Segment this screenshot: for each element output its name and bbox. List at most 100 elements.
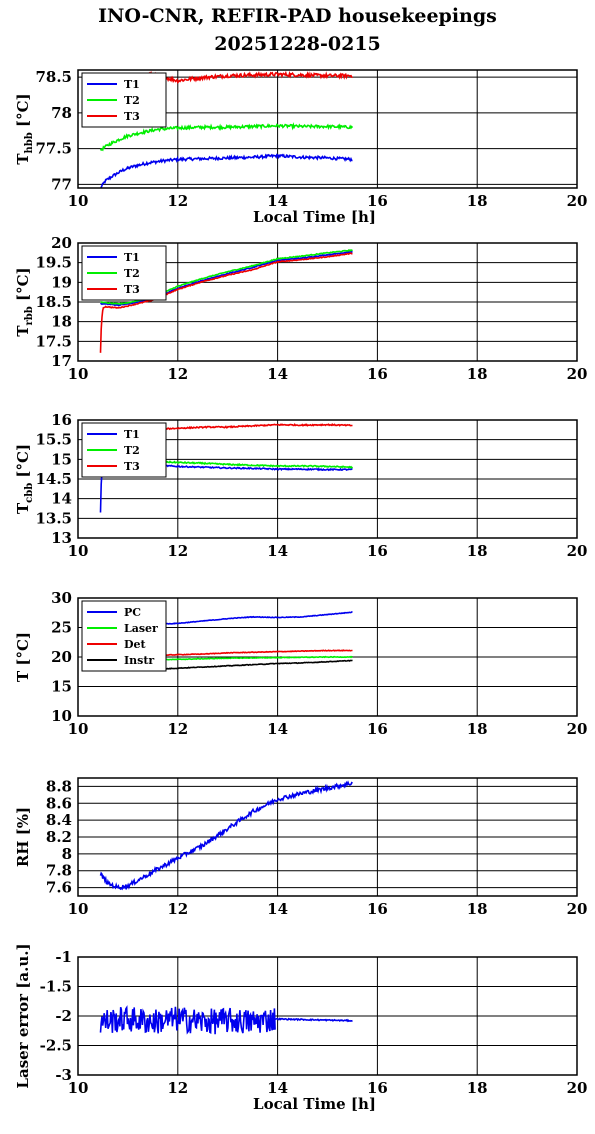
y-tick-label: 10 (51, 707, 72, 725)
y-tick-label: 25 (51, 619, 72, 637)
legend-label-t2: T2 (124, 444, 140, 457)
x-axis-label: Local Time [h] (253, 1095, 376, 1113)
legend-label-t3: T3 (124, 110, 140, 123)
y-tick-label: 18.5 (35, 293, 72, 311)
series-line-t1 (99, 250, 353, 307)
y-tick-label: 15.5 (35, 431, 72, 449)
y-tick-label: 19.5 (35, 254, 72, 272)
x-tick-label: 14 (267, 900, 288, 918)
x-tick-label: 14 (267, 542, 288, 560)
chart-panel-4: 10 15 20 25 30 10 12 14 16 18 20 T [°C] PC Laser Det In… (14, 589, 587, 738)
x-tick-label: 18 (467, 720, 488, 738)
x-tick-label: 10 (68, 1079, 89, 1097)
x-tick-label: 10 (68, 720, 89, 738)
y-tick-label: 19 (51, 273, 72, 291)
legend-label-laser: Laser (124, 622, 158, 635)
y-tick-label: 18 (51, 313, 72, 331)
y-tick-label: 13 (51, 529, 72, 547)
x-tick-label: 20 (567, 192, 588, 210)
plot-frame (77, 419, 578, 539)
y-tick-label: 8.2 (46, 828, 72, 846)
y-tick-label: 7.8 (46, 862, 72, 880)
x-tick-label: 14 (267, 720, 288, 738)
y-tick-label: 16 (51, 411, 72, 429)
x-tick-label: 12 (167, 720, 188, 738)
y-tick-label: 14 (51, 490, 72, 508)
y-tick-label: 30 (51, 589, 72, 607)
y-axis-label: Tcbb [°C] (14, 444, 35, 514)
chart-panel-5: 7.67.888.28.48.68.8 10 12 14 16 18 20 RH [%] (14, 777, 587, 918)
legend-label-t1: T1 (124, 78, 140, 91)
y-axis-label: Thbb [°C] (14, 93, 35, 164)
legend-label-instr: Instr (124, 654, 154, 667)
plot-frame (77, 242, 578, 362)
x-tick-label: 16 (367, 542, 388, 560)
x-tick-label: 18 (467, 1079, 488, 1097)
x-tick-label: 20 (567, 720, 588, 738)
chart-panel-6: -3 -2.5 -2 -1.5 -1 10 12 14 16 18 20 Local Time [h]… (14, 943, 587, 1113)
x-tick-label: 16 (367, 192, 388, 210)
x-tick-label: 20 (567, 542, 588, 560)
x-tick-label: 12 (167, 900, 188, 918)
series-line-det (147, 649, 353, 657)
plot-frame (77, 777, 578, 897)
x-tick-label: 12 (167, 192, 188, 210)
x-tick-label: 14 (267, 1079, 288, 1097)
chart-title-line2: 20251228-0215 (214, 33, 381, 55)
y-tick-label: -3 (55, 1066, 72, 1084)
y-axis-label: T [°C] (14, 632, 32, 682)
y-tick-label: -1.5 (40, 978, 72, 996)
y-axis-label: Trbb [°C] (14, 267, 35, 336)
y-tick-label: 17 (51, 352, 72, 370)
legend-label-t3: T3 (124, 283, 140, 296)
x-tick-label: 10 (68, 192, 89, 210)
series-line-t1 (100, 153, 353, 188)
series-line-pc (147, 611, 353, 626)
x-tick-label: 16 (367, 365, 388, 383)
y-tick-label: 15 (51, 450, 72, 468)
legend: T1 T2 T3 (81, 72, 167, 128)
legend-label-t1: T1 (124, 428, 140, 441)
series-line-t3 (147, 423, 353, 431)
x-tick-label: 12 (167, 365, 188, 383)
x-axis-label: Local Time [h] (253, 208, 376, 226)
y-tick-label: 77 (51, 175, 72, 193)
y-tick-label: 15 (51, 678, 72, 696)
series-line-laser (147, 655, 353, 661)
y-tick-label: 78 (51, 104, 72, 122)
plot-frame (77, 69, 578, 189)
x-tick-label: 14 (267, 192, 288, 210)
data-series-group (99, 780, 353, 891)
y-axis-label: Laser error [a.u.] (14, 943, 32, 1088)
series-line-1 (99, 1005, 276, 1035)
y-tick-label: 8.8 (46, 777, 72, 795)
series-line-2 (275, 1017, 353, 1023)
y-tick-label: -2.5 (40, 1037, 72, 1055)
series-line-t2 (99, 122, 354, 152)
legend: T1 T2 T3 (81, 422, 167, 478)
data-series-group (99, 70, 354, 188)
y-tick-label: 13.5 (35, 509, 72, 527)
series-line-t3 (147, 70, 353, 84)
chart-panel-1: 77 77.5 78 78.5 10 12 14 16 18 20 Local Time [h] Th… (14, 68, 587, 226)
legend-label-t3: T3 (124, 460, 140, 473)
x-tick-label: 18 (467, 900, 488, 918)
y-tick-label: -2 (55, 1007, 72, 1025)
y-tick-label: 7.6 (46, 879, 72, 897)
plot-frame (77, 597, 578, 717)
y-tick-label: 77.5 (35, 140, 72, 158)
legend-label-det: Det (124, 638, 147, 651)
x-tick-label: 14 (267, 365, 288, 383)
y-tick-label: 8.6 (46, 794, 72, 812)
x-tick-label: 10 (68, 900, 89, 918)
data-series-group (99, 1005, 353, 1035)
y-tick-label: 8.4 (46, 811, 72, 829)
plot-frame (77, 956, 578, 1076)
legend-label-t2: T2 (124, 94, 140, 107)
legend: PC Laser Det Instr (81, 600, 167, 672)
legend-label-pc: PC (124, 606, 141, 619)
series-line-1 (99, 780, 353, 891)
chart-title-line1: INO-CNR, REFIR-PAD housekeepings (98, 5, 497, 27)
x-tick-label: 18 (467, 192, 488, 210)
